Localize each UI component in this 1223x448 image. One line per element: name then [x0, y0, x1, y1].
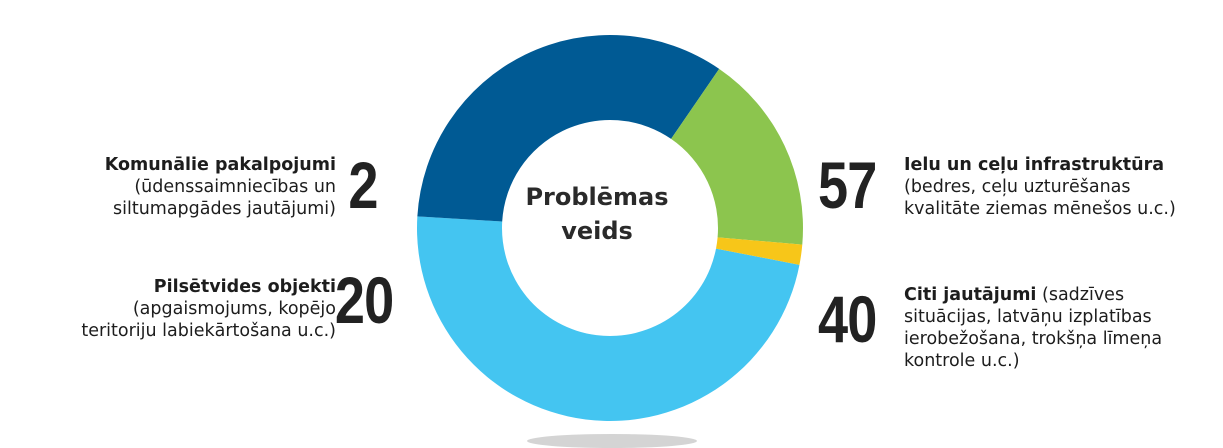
center-title-line-1: Problēmas [525, 183, 669, 211]
label-komunalie-desc-2: siltumapgādes jautājumi) [112, 199, 336, 219]
chart-shadow [527, 434, 697, 448]
label-infra-desc-2: kvalitāte ziemas mēnešos u.c.) [904, 199, 1176, 219]
donut-slice-2 [417, 34, 720, 222]
donut-slice-3 [671, 68, 803, 245]
donut-center-title: Problēmas veids [497, 180, 697, 248]
value-pilsetvide: 20 [334, 263, 393, 337]
label-citi-desc-2: situācijas, latvāņu izplatības [904, 307, 1152, 327]
label-citi-title: Citi jautājumi [904, 285, 1037, 305]
label-infra: Ielu un ceļu infrastruktūra (bedres, ceļ… [904, 154, 1176, 220]
label-pilsetvide: Pilsētvides objekti (apgaismojums, kopēj… [81, 276, 336, 342]
label-citi-desc-1: (sadzīves [1036, 285, 1125, 305]
value-komunalie: 2 [348, 148, 379, 222]
label-pilsetvide-desc-2: teritoriju labiekārtošana u.c.) [81, 321, 336, 341]
value-citi: 40 [818, 282, 877, 356]
label-komunalie-desc-1: (ūdenssaimniecības un [134, 177, 336, 197]
label-infra-title: Ielu un ceļu infrastruktūra [904, 155, 1165, 175]
label-komunalie-title: Komunālie pakalpojumi [104, 155, 336, 175]
value-infra: 57 [818, 148, 877, 222]
label-citi-desc-3: ierobežošana, trokšņa līmeņa [904, 329, 1163, 349]
label-pilsetvide-desc-1: (apgaismojums, kopējo [132, 299, 336, 319]
center-title-line-2: veids [561, 217, 633, 245]
label-infra-desc-1: (bedres, ceļu uzturēšanas [904, 177, 1131, 197]
donut-slice-4 [716, 237, 803, 265]
label-komunalie: Komunālie pakalpojumi (ūdenssaimniecības… [105, 154, 336, 220]
label-citi-desc-4: kontrole u.c.) [904, 351, 1020, 371]
label-citi: Citi jautājumi (sadzīves situācijas, lat… [904, 284, 1162, 372]
label-pilsetvide-title: Pilsētvides objekti [153, 277, 336, 297]
donut-slice-1 [417, 216, 800, 421]
